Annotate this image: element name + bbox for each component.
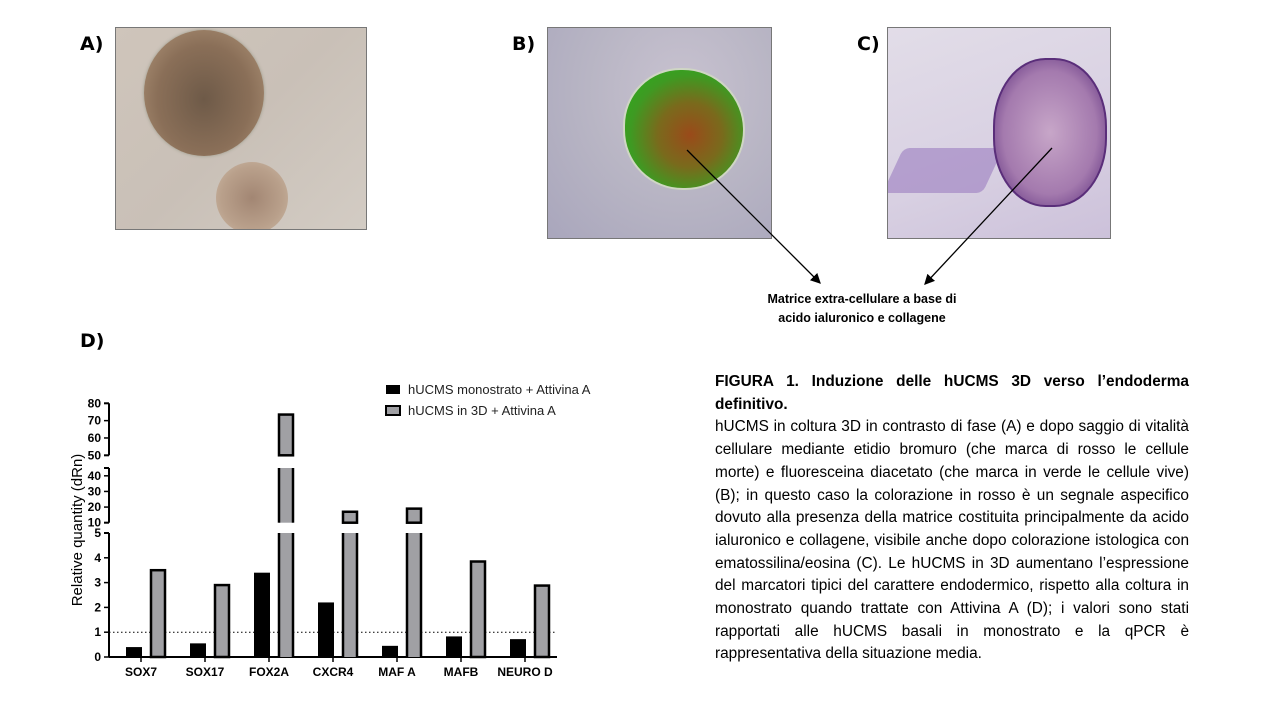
bar-3d bbox=[469, 560, 487, 659]
caption-title: FIGURA 1. Induzione delle hUCMS 3D verso… bbox=[715, 373, 1189, 413]
bar-3d bbox=[341, 510, 359, 524]
matrix-note: Matrice extra-cellulare a base di acido … bbox=[742, 290, 982, 328]
y-tick-label: 3 bbox=[94, 576, 101, 590]
histology-image bbox=[887, 27, 1111, 239]
matrix-note-line2: acido ialuronico e collagene bbox=[778, 311, 946, 325]
x-tick-label: SOX7 bbox=[125, 665, 157, 679]
matrix-note-line1: Matrice extra-cellulare a base di bbox=[767, 292, 957, 306]
legend-swatch bbox=[385, 405, 401, 416]
bar-3d bbox=[533, 584, 551, 659]
caption-body: hUCMS in coltura 3D in contrasto di fase… bbox=[715, 418, 1189, 663]
phase-contrast-image bbox=[115, 27, 367, 230]
y-tick-label: 4 bbox=[94, 551, 101, 565]
x-tick-label: MAFB bbox=[444, 665, 479, 679]
x-tick-label: SOX17 bbox=[186, 665, 225, 679]
bar-3d bbox=[405, 507, 423, 524]
arrow-b bbox=[686, 149, 821, 284]
bar-3d bbox=[279, 468, 293, 523]
bar-3d bbox=[149, 568, 167, 659]
bar-3d bbox=[407, 533, 421, 657]
y-tick-label: 30 bbox=[88, 484, 102, 498]
bar-3d bbox=[213, 583, 231, 659]
panel-c-label: C) bbox=[857, 33, 880, 55]
panel-a-label: A) bbox=[80, 33, 104, 55]
y-tick-label: 60 bbox=[88, 431, 102, 445]
arrow-c bbox=[924, 147, 1053, 285]
x-tick-label: NEURO D bbox=[497, 665, 553, 679]
y-tick-label: 10 bbox=[88, 516, 102, 530]
viability-fluorescence-image bbox=[547, 27, 772, 239]
bar-monostrato bbox=[190, 643, 206, 657]
panel-d-label: D) bbox=[80, 330, 105, 352]
y-tick-label: 5 bbox=[94, 526, 101, 540]
bar-monostrato bbox=[126, 647, 142, 657]
bar-monostrato bbox=[510, 639, 526, 657]
bar-3d bbox=[343, 533, 357, 657]
legend-swatch bbox=[386, 385, 400, 394]
legend-label: hUCMS monostrato + Attivina A bbox=[408, 382, 591, 397]
y-tick-label: 2 bbox=[94, 600, 101, 614]
y-tick-label: 40 bbox=[88, 469, 102, 483]
y-tick-label: 1 bbox=[94, 625, 101, 639]
legend-label: hUCMS in 3D + Attivina A bbox=[408, 403, 556, 418]
y-tick-label: 0 bbox=[94, 650, 101, 664]
y-tick-label: 80 bbox=[88, 396, 102, 410]
bar-monostrato bbox=[318, 602, 334, 657]
x-tick-label: MAF A bbox=[378, 665, 416, 679]
bar-monostrato bbox=[382, 645, 398, 657]
x-tick-label: FOX2A bbox=[249, 665, 289, 679]
bar-monostrato bbox=[254, 572, 270, 657]
y-tick-label: 70 bbox=[88, 414, 102, 428]
bar-monostrato bbox=[446, 636, 462, 657]
y-tick-label: 20 bbox=[88, 500, 102, 514]
panel-b-label: B) bbox=[512, 33, 536, 55]
y-tick-label: 50 bbox=[88, 448, 102, 462]
x-tick-label: CXCR4 bbox=[313, 665, 354, 679]
y-axis-label: Relative quantity (dRn) bbox=[69, 454, 86, 607]
bar-3d bbox=[279, 533, 293, 657]
figure-caption: FIGURA 1. Induzione delle hUCMS 3D verso… bbox=[715, 371, 1189, 666]
bar-3d bbox=[277, 413, 295, 457]
